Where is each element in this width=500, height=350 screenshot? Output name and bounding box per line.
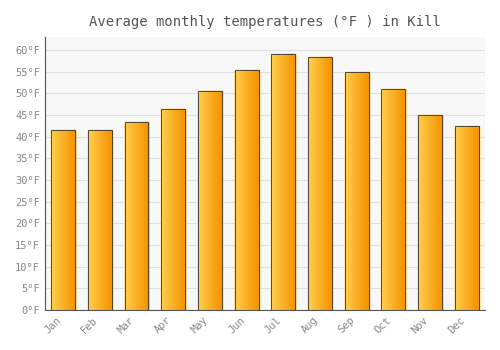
Bar — [234, 70, 258, 310]
Bar — [344, 72, 368, 310]
Bar — [418, 115, 442, 310]
Bar — [198, 91, 222, 310]
Bar — [308, 57, 332, 310]
Bar — [272, 55, 295, 310]
Title: Average monthly temperatures (°F ) in Kill: Average monthly temperatures (°F ) in Ki… — [89, 15, 441, 29]
Bar — [454, 126, 478, 310]
Bar — [52, 130, 75, 310]
Bar — [162, 108, 185, 310]
Bar — [124, 121, 148, 310]
Bar — [88, 130, 112, 310]
Bar — [382, 89, 405, 310]
